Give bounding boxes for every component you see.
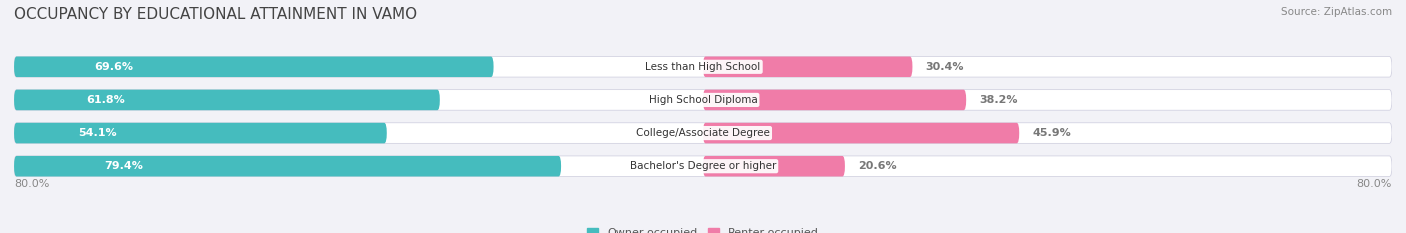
FancyBboxPatch shape	[703, 123, 1019, 143]
Text: 20.6%: 20.6%	[858, 161, 897, 171]
Text: OCCUPANCY BY EDUCATIONAL ATTAINMENT IN VAMO: OCCUPANCY BY EDUCATIONAL ATTAINMENT IN V…	[14, 7, 418, 22]
Text: 69.6%: 69.6%	[94, 62, 134, 72]
FancyBboxPatch shape	[703, 57, 912, 77]
Text: 38.2%: 38.2%	[979, 95, 1018, 105]
Legend: Owner-occupied, Renter-occupied: Owner-occupied, Renter-occupied	[586, 228, 820, 233]
Text: 61.8%: 61.8%	[87, 95, 125, 105]
FancyBboxPatch shape	[14, 57, 494, 77]
FancyBboxPatch shape	[14, 57, 1392, 77]
FancyBboxPatch shape	[14, 156, 1392, 176]
Text: Less than High School: Less than High School	[645, 62, 761, 72]
Text: 79.4%: 79.4%	[104, 161, 143, 171]
Text: Bachelor's Degree or higher: Bachelor's Degree or higher	[630, 161, 776, 171]
Text: 54.1%: 54.1%	[79, 128, 117, 138]
Text: 80.0%: 80.0%	[14, 179, 49, 189]
FancyBboxPatch shape	[703, 90, 966, 110]
FancyBboxPatch shape	[14, 123, 387, 143]
FancyBboxPatch shape	[14, 90, 1392, 110]
Text: College/Associate Degree: College/Associate Degree	[636, 128, 770, 138]
Text: High School Diploma: High School Diploma	[648, 95, 758, 105]
Text: 80.0%: 80.0%	[1357, 179, 1392, 189]
FancyBboxPatch shape	[14, 156, 561, 176]
Text: 45.9%: 45.9%	[1032, 128, 1071, 138]
FancyBboxPatch shape	[14, 123, 1392, 143]
Text: 30.4%: 30.4%	[925, 62, 965, 72]
FancyBboxPatch shape	[703, 156, 845, 176]
Text: Source: ZipAtlas.com: Source: ZipAtlas.com	[1281, 7, 1392, 17]
FancyBboxPatch shape	[14, 90, 440, 110]
